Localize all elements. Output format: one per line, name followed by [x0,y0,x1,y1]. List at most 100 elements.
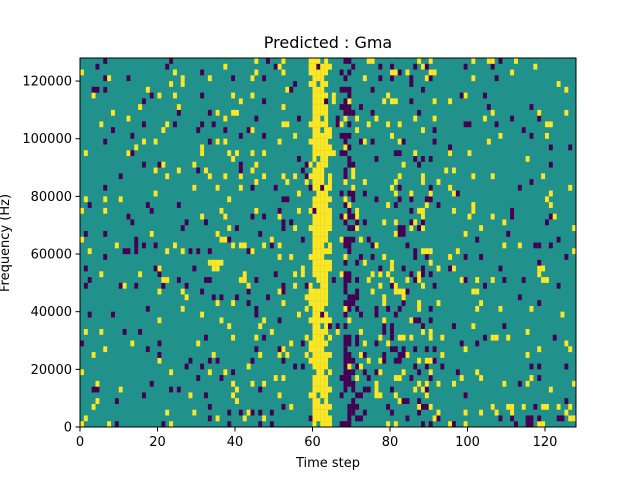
heatmap-cell-low [262,132,267,139]
heatmap-cell-low [351,225,356,232]
heatmap-cell-low [347,92,352,99]
heatmap-cell-low [483,92,487,99]
heatmap-cell-high [486,58,491,64]
heatmap-cell-low [347,294,352,301]
heatmap-cell-high [320,392,325,399]
heatmap-cell-high [409,317,414,324]
heatmap-cell-high [173,69,177,76]
heatmap-cell-high [200,213,205,220]
heatmap-cell-low [347,271,352,278]
heatmap-cell-high [417,403,422,410]
heatmap-cell-high [254,334,259,341]
heatmap-cell-low [300,363,305,370]
heatmap-cell-low [432,127,437,134]
heatmap-cell-high [246,282,251,289]
heatmap-cell-high [541,173,546,180]
heatmap-cell-high [312,392,317,399]
heatmap-cell-low [347,380,352,387]
heatmap-cell-low [498,265,503,272]
heatmap-cell-low [355,403,360,410]
heatmap-cell-low [467,121,472,128]
heatmap-cell-high [293,271,298,278]
heatmap-cell-high [324,248,329,255]
heatmap-cell-high [324,225,329,232]
heatmap-cell-high [308,81,313,87]
chart-title: Predicted : Gma [264,33,392,52]
heatmap-cell-low [362,386,367,393]
heatmap-cell-low [103,86,108,93]
heatmap-cell-high [324,81,329,87]
heatmap-cell-high [223,213,228,220]
heatmap-cell-low [277,346,282,353]
heatmap-cell-high [308,63,313,70]
heatmap-cell-high [359,236,363,243]
heatmap-cell-low [114,421,119,428]
heatmap-cell-high [157,288,162,295]
heatmap-cell-low [347,86,352,93]
heatmap-cell-high [324,352,329,358]
heatmap-cell-low [428,305,433,312]
heatmap-cell-low [483,334,487,341]
heatmap-cell-low [149,92,154,99]
heatmap-cell-low [347,132,352,139]
heatmap-cell-high [510,409,515,416]
heatmap-cell-high [324,282,329,289]
heatmap-cell-high [355,127,360,134]
heatmap-cell-high [324,288,329,295]
heatmap-cell-high [320,150,325,157]
heatmap-cell-low [463,121,468,128]
heatmap-cell-high [223,138,228,145]
heatmap-cell-high [417,380,422,387]
heatmap-cell-low [529,104,534,110]
heatmap-cell-high [320,81,325,87]
heatmap-cell-high [312,242,317,249]
heatmap-cell-low [211,121,216,128]
heatmap-cell-high [138,104,143,110]
heatmap-cell-high [312,121,317,128]
heatmap-cell-low [463,63,468,70]
heatmap-cell-high [428,328,433,335]
heatmap-cell-high [126,150,131,157]
heatmap-cell-high [312,202,317,208]
heatmap-cell-low [393,202,398,208]
heatmap-cell-high [328,242,332,249]
heatmap-cell-low [417,369,422,376]
heatmap-cell-low [533,403,538,410]
heatmap-cell-high [312,156,317,162]
heatmap-cell-high [366,277,371,283]
heatmap-cell-high [347,317,352,324]
heatmap-cell-high [362,179,367,185]
heatmap-cell-low [517,380,522,387]
heatmap-cell-high [324,409,329,416]
heatmap-cell-low [424,363,429,370]
heatmap-cell-low [343,104,348,110]
heatmap-cell-high [331,98,336,105]
heatmap-cell-low [417,161,422,168]
heatmap-cell-high [351,184,356,191]
heatmap-cell-high [215,109,220,116]
heatmap-cell-low [87,277,92,283]
heatmap-cell-high [475,305,480,312]
heatmap-cell-high [130,340,135,347]
heatmap-cell-high [324,392,329,399]
heatmap-cell-low [347,144,352,151]
heatmap-cell-high [390,69,394,76]
heatmap-cell-high [308,161,313,168]
heatmap-cell-high [320,300,325,306]
heatmap-cell-high [312,357,317,364]
heatmap-cell-high [316,173,321,180]
heatmap-cell-high [421,225,425,232]
heatmap-cell-high [207,75,212,82]
heatmap-cell-high [324,236,329,243]
heatmap-cell-low [510,213,515,220]
heatmap-cell-high [541,421,546,428]
heatmap-cell-low [401,225,406,232]
heatmap-cell-high [366,58,371,64]
heatmap-cell-high [219,236,224,243]
heatmap-cell-high [444,167,449,174]
heatmap-cell-low [122,248,127,255]
heatmap-cell-low [529,179,534,185]
heatmap-cell-high [126,115,131,122]
heatmap-cell-high [184,294,189,301]
heatmap-cell-low [378,63,383,70]
